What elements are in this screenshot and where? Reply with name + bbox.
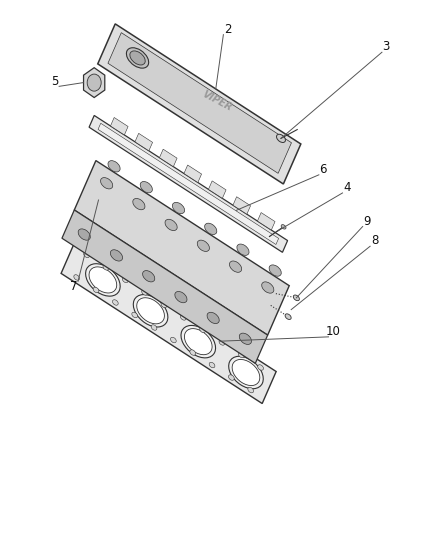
Ellipse shape (143, 271, 155, 282)
Ellipse shape (89, 267, 117, 293)
Ellipse shape (161, 302, 167, 308)
Ellipse shape (230, 261, 242, 272)
Polygon shape (159, 149, 177, 167)
Ellipse shape (130, 51, 145, 65)
Ellipse shape (122, 277, 128, 282)
Polygon shape (62, 210, 268, 364)
Ellipse shape (84, 252, 89, 257)
Ellipse shape (281, 224, 286, 229)
Ellipse shape (110, 250, 123, 261)
Text: 4: 4 (343, 181, 351, 194)
Ellipse shape (237, 244, 249, 255)
Ellipse shape (87, 74, 101, 91)
Ellipse shape (269, 265, 281, 276)
Ellipse shape (103, 264, 109, 270)
Ellipse shape (190, 350, 195, 356)
Ellipse shape (229, 375, 234, 381)
Ellipse shape (229, 356, 263, 389)
Polygon shape (74, 160, 289, 335)
Ellipse shape (207, 312, 219, 324)
Polygon shape (84, 68, 105, 98)
Ellipse shape (113, 300, 118, 305)
Ellipse shape (74, 274, 80, 280)
Text: 5: 5 (51, 75, 58, 87)
Ellipse shape (276, 134, 286, 142)
Polygon shape (208, 181, 226, 198)
Ellipse shape (180, 314, 186, 320)
Ellipse shape (248, 387, 254, 393)
Text: 3: 3 (383, 41, 390, 53)
Ellipse shape (93, 287, 99, 293)
Ellipse shape (165, 219, 177, 231)
Ellipse shape (184, 329, 212, 354)
Polygon shape (108, 33, 291, 173)
Ellipse shape (151, 325, 157, 330)
Ellipse shape (261, 282, 274, 293)
Ellipse shape (170, 337, 176, 343)
Polygon shape (233, 197, 251, 214)
Ellipse shape (238, 352, 244, 358)
Ellipse shape (132, 312, 138, 318)
Ellipse shape (101, 177, 113, 189)
Ellipse shape (133, 295, 168, 327)
Ellipse shape (181, 326, 215, 358)
Polygon shape (89, 116, 288, 252)
Ellipse shape (108, 160, 120, 172)
Ellipse shape (219, 340, 225, 345)
Ellipse shape (133, 198, 145, 210)
Text: 7: 7 (70, 280, 78, 293)
Ellipse shape (209, 362, 215, 368)
Ellipse shape (137, 298, 164, 324)
Polygon shape (135, 133, 152, 151)
Ellipse shape (239, 333, 251, 344)
Text: 8: 8 (371, 235, 378, 247)
Polygon shape (258, 213, 275, 230)
Text: VIPER: VIPER (200, 89, 233, 114)
Ellipse shape (78, 229, 90, 240)
Ellipse shape (205, 223, 217, 235)
Polygon shape (61, 241, 276, 403)
Text: 6: 6 (319, 163, 327, 176)
Ellipse shape (285, 314, 291, 319)
Text: 2: 2 (224, 23, 232, 36)
Text: 9: 9 (363, 215, 371, 228)
Polygon shape (184, 165, 201, 182)
Ellipse shape (232, 359, 260, 385)
Ellipse shape (140, 182, 152, 193)
Ellipse shape (293, 295, 300, 301)
Ellipse shape (197, 240, 209, 252)
Ellipse shape (175, 292, 187, 303)
Polygon shape (98, 24, 301, 184)
Ellipse shape (85, 264, 120, 296)
Ellipse shape (200, 327, 205, 333)
Ellipse shape (142, 289, 148, 295)
Text: 10: 10 (325, 325, 340, 338)
Ellipse shape (173, 203, 184, 214)
Ellipse shape (258, 365, 263, 370)
Polygon shape (98, 123, 279, 245)
Polygon shape (110, 117, 128, 135)
Ellipse shape (127, 48, 148, 68)
